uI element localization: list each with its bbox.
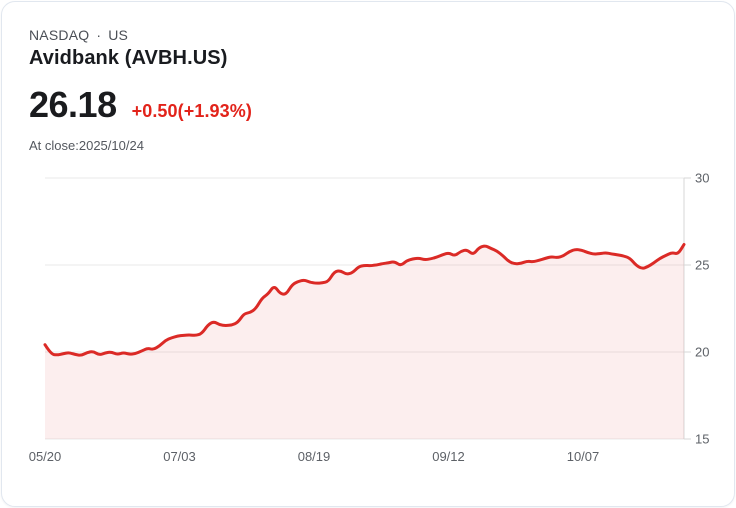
price-line <box>43 243 686 357</box>
quote-header: NASDAQ · US Avidbank (AVBH.US) 26.18 +0.… <box>29 26 252 153</box>
y-tick-label: 15 <box>695 432 709 447</box>
region-label: US <box>108 27 129 43</box>
separator-dot: · <box>96 27 102 43</box>
x-tick-label: 09/12 <box>432 449 465 464</box>
y-tick-label: 20 <box>695 345 709 360</box>
area-fill <box>45 244 684 439</box>
stock-title: Avidbank (AVBH.US) <box>29 47 228 69</box>
x-tick-label: 10/07 <box>567 449 600 464</box>
x-tick-label: 08/19 <box>298 449 331 464</box>
as-of-timestamp: At close:2025/10/24 <box>29 138 144 153</box>
last-price: 26.18 <box>29 84 117 125</box>
x-tick-label: 05/20 <box>29 449 62 464</box>
price-change: +0.50(+1.93%) <box>131 101 252 121</box>
price-row: 26.18 +0.50(+1.93%) <box>29 86 252 124</box>
x-tick-label: 07/03 <box>163 449 196 464</box>
exchange-row: NASDAQ · US <box>29 26 252 44</box>
y-tick-label: 30 <box>695 171 709 186</box>
y-tick-label: 25 <box>695 258 709 273</box>
exchange-label: NASDAQ <box>29 27 90 43</box>
